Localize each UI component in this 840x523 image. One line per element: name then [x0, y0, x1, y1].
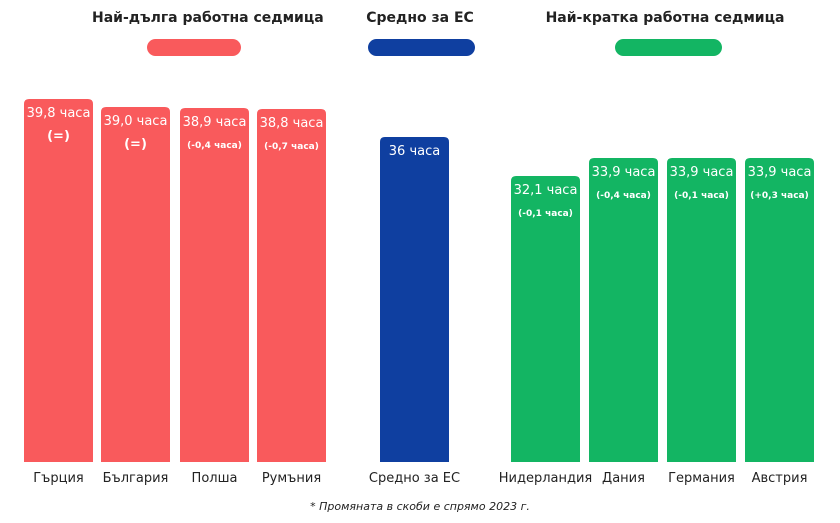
bar-0 — [24, 99, 93, 462]
category-label-1: България — [103, 471, 169, 486]
bar-4 — [380, 137, 449, 462]
category-label-6: Дания — [602, 471, 645, 486]
group-title-longest: Най-дълга работна седмица — [92, 10, 324, 26]
category-label-3: Румъния — [262, 471, 321, 486]
group-title-eu-average: Средно за ЕС — [366, 10, 474, 26]
legend-pill-eu-average — [368, 39, 475, 56]
category-label-4: Средно за ЕС — [369, 471, 460, 486]
value-label-0: 39,8 часа — [27, 106, 91, 121]
legend-pill-shortest — [615, 39, 722, 56]
bar-1 — [101, 107, 170, 462]
change-label-6: (-0,4 часа) — [596, 191, 651, 201]
change-label-1: (=) — [124, 137, 147, 152]
bar-5 — [511, 176, 580, 462]
category-label-8: Австрия — [752, 471, 808, 486]
category-label-0: Гърция — [33, 471, 83, 486]
category-label-2: Полша — [192, 471, 238, 486]
legend-pill-longest — [147, 39, 241, 56]
change-label-5: (-0,1 часа) — [518, 209, 573, 219]
value-label-5: 32,1 часа — [514, 183, 578, 198]
bar-8 — [745, 158, 814, 462]
group-title-shortest: Най-кратка работна седмица — [545, 10, 785, 26]
category-label-7: Германия — [668, 471, 735, 486]
value-label-3: 38,8 часа — [260, 116, 324, 131]
change-label-2: (-0,4 часа) — [187, 141, 242, 151]
value-label-4: 36 часа — [389, 144, 440, 159]
value-label-8: 33,9 часа — [748, 165, 812, 180]
category-label-5: Нидерландия — [499, 471, 593, 486]
footnote: * Промяната в скоби е спрямо 2023 г. — [310, 500, 530, 513]
change-label-0: (=) — [47, 129, 70, 144]
value-label-7: 33,9 часа — [670, 165, 734, 180]
value-label-6: 33,9 часа — [592, 165, 656, 180]
bar-6 — [589, 158, 658, 462]
change-label-8: (+0,3 часа) — [750, 191, 809, 201]
bar-3 — [257, 109, 326, 462]
value-label-1: 39,0 часа — [104, 114, 168, 129]
bar-2 — [180, 108, 249, 462]
bar-7 — [667, 158, 736, 462]
value-label-2: 38,9 часа — [183, 115, 247, 130]
change-label-7: (-0,1 часа) — [674, 191, 729, 201]
change-label-3: (-0,7 часа) — [264, 142, 319, 152]
